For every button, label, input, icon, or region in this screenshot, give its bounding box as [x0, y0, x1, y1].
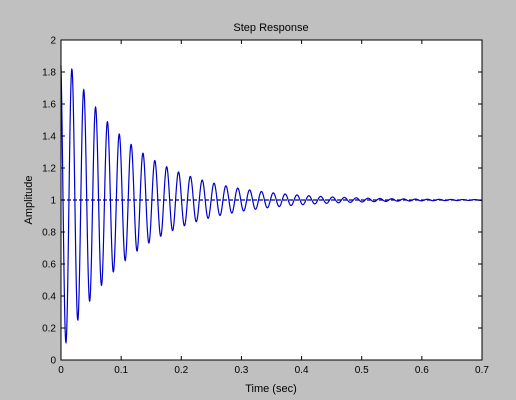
x-tick-label: 0	[58, 365, 64, 376]
chart-title: Step Response	[233, 22, 308, 34]
y-tick-label: 0.4	[42, 292, 56, 303]
y-tick-label: 1.8	[42, 68, 56, 79]
x-tick-label: 0.5	[355, 365, 369, 376]
y-tick-label: 0	[50, 356, 56, 367]
y-tick-label: 1.4	[42, 132, 56, 143]
x-tick-label: 0.6	[415, 365, 429, 376]
y-tick-label: 1	[50, 196, 56, 207]
x-tick-label: 0.4	[295, 365, 309, 376]
y-tick-label: 1.6	[42, 100, 56, 111]
y-tick-label: 0.6	[42, 260, 56, 271]
y-tick-label: 1.2	[42, 164, 56, 175]
y-tick-label: 2	[50, 36, 56, 47]
x-tick-label: 0.1	[114, 365, 128, 376]
x-tick-label: 0.7	[475, 365, 489, 376]
step-response-line	[60, 65, 483, 345]
x-tick-label: 0.3	[234, 365, 248, 376]
x-tick-label: 0.2	[174, 365, 188, 376]
y-tick-label: 0.2	[42, 324, 56, 335]
y-axis-label: Amplitude	[23, 176, 35, 225]
x-axis-label: Time (sec)	[245, 383, 297, 395]
y-tick-label: 0.8	[42, 228, 56, 239]
